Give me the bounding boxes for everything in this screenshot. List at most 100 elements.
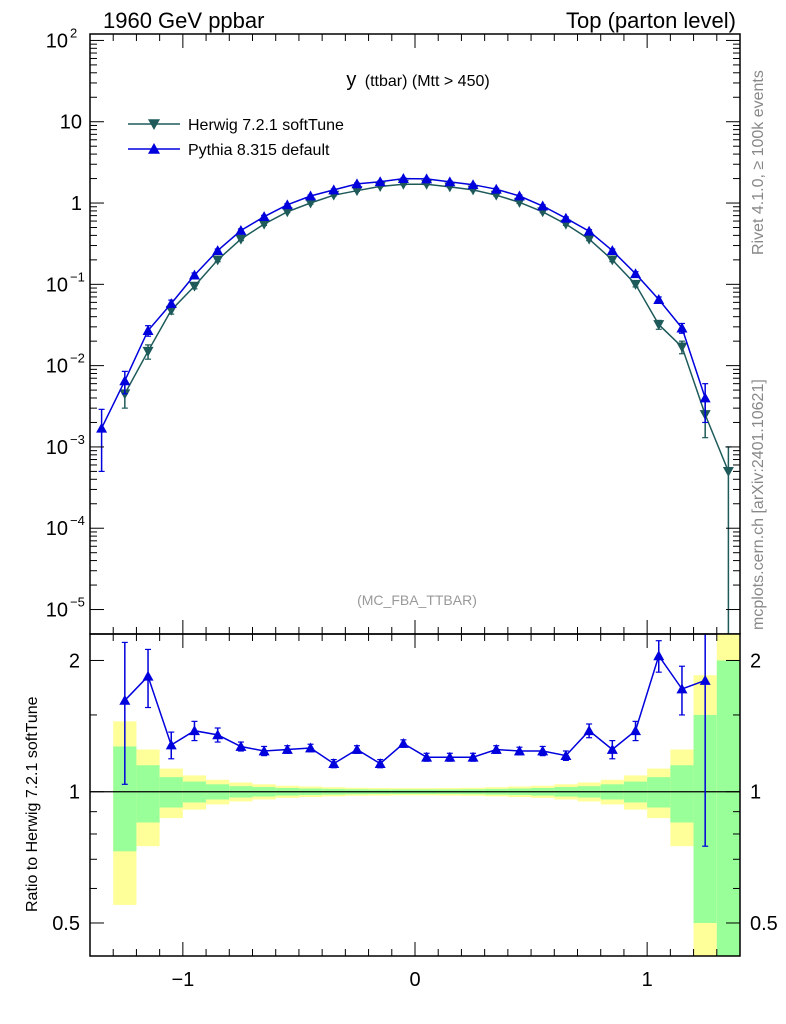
ratio-point <box>305 742 317 753</box>
pythia-point <box>513 190 525 201</box>
ratio-point <box>281 743 293 754</box>
ratio-y-tick-label-right: 1 <box>750 782 761 804</box>
rivet-label: Rivet 4.1.0, ≥ 100k events <box>750 70 767 255</box>
ratio-y-tick-label: 1 <box>69 782 80 804</box>
main-y-tick-label: 10 <box>46 274 68 296</box>
ratio-point <box>490 743 502 754</box>
ratio-y-axis: 0.5 0.5 1 1 2 2 <box>52 650 778 935</box>
herwig-point <box>630 279 642 290</box>
ratio-uncertainty-bands <box>113 634 740 956</box>
band-inner <box>159 777 183 808</box>
pythia-point <box>467 179 479 190</box>
herwig-point <box>235 234 247 245</box>
main-y-tick-exponent: −2 <box>70 351 85 366</box>
pythia-point <box>235 224 247 235</box>
pythia-point <box>630 268 642 279</box>
ratio-point <box>258 745 270 756</box>
ratio-x-tick-label: −1 <box>171 969 194 991</box>
main-y-tick-exponent: −4 <box>70 513 85 528</box>
ratio-series-line <box>124 654 706 765</box>
main-y-tick-label: 10 <box>46 437 68 459</box>
ratio-point <box>235 740 247 751</box>
legend-pythia-label: Pythia 8.315 default <box>188 142 330 159</box>
ratio-point <box>606 743 618 754</box>
pythia-point <box>676 322 688 333</box>
pythia-point <box>374 176 386 187</box>
main-x-axis <box>89 34 741 634</box>
pythia-point <box>397 173 409 183</box>
ratio-point <box>351 743 363 754</box>
pythia-point <box>188 269 200 280</box>
ratio-point <box>119 694 131 705</box>
pythia-point <box>699 392 711 403</box>
ratio-point <box>374 758 386 769</box>
ratio-y-tick-label: 2 <box>69 650 80 672</box>
ratio-point <box>165 739 177 750</box>
plot-title-main: y <box>346 69 356 91</box>
pythia-point <box>537 200 549 211</box>
main-y-tick-exponent: −5 <box>70 595 85 610</box>
herwig-point <box>188 281 200 292</box>
ratio-point <box>142 670 154 681</box>
legend-entry-pythia: Pythia 8.315 default <box>128 142 330 159</box>
herwig-point <box>351 186 363 197</box>
herwig-point <box>212 255 224 266</box>
ratio-data-marks <box>119 633 711 847</box>
pythia-point <box>351 178 363 189</box>
ratio-point <box>328 758 340 769</box>
herwig-point <box>606 255 618 266</box>
ratio-point <box>397 738 409 748</box>
herwig-point <box>722 467 734 477</box>
pythia-point <box>606 245 618 255</box>
ratio-point <box>421 751 433 762</box>
header-left: 1960 GeV ppbar <box>103 8 264 33</box>
ratio-y-tick-label: 0.5 <box>52 913 80 935</box>
main-y-tick-exponent: −3 <box>70 432 85 447</box>
ratio-panel: 0.5 0.5 1 1 2 2 −1 0 1 Ratio to Herwig 7.2.1 so… <box>24 633 778 991</box>
ratio-point <box>537 745 549 756</box>
pythia-point <box>490 183 502 194</box>
pythia-point <box>142 325 154 335</box>
series-line-herwig <box>124 183 730 472</box>
pythia-point <box>96 422 108 433</box>
pythia-point <box>119 375 131 386</box>
ratio-x-tick-label: 0 <box>409 969 420 991</box>
main-y-tick-label: 10 <box>46 518 68 540</box>
pythia-point <box>444 176 456 187</box>
herwig-point <box>258 219 270 230</box>
pythia-point <box>583 225 595 236</box>
legend-entry-herwig: Herwig 7.2.1 softTune <box>128 117 344 134</box>
pythia-point <box>165 298 177 308</box>
legend-pythia-marker-icon <box>148 143 160 154</box>
pythia-point <box>212 245 224 255</box>
pythia-point <box>281 199 293 210</box>
ratio-point <box>212 729 224 740</box>
ratio-point <box>630 725 642 736</box>
herwig-point <box>305 198 317 209</box>
pythia-point <box>258 211 270 222</box>
ratio-y-tick-label-right: 2 <box>750 650 761 672</box>
band-inner <box>670 765 694 823</box>
main-y-tick-exponent: −1 <box>70 269 85 284</box>
main-y-tick-exponent: 2 <box>70 25 77 40</box>
main-y-tick-label: 10 <box>46 356 68 378</box>
pythia-point <box>421 173 433 184</box>
ratio-x-tick-label: 1 <box>642 969 653 991</box>
ratio-point <box>444 751 456 762</box>
ratio-point <box>676 683 688 694</box>
main-y-tick-label: 10 <box>46 30 68 52</box>
pythia-point <box>328 184 340 195</box>
herwig-point <box>281 207 293 218</box>
ratio-point <box>188 725 200 736</box>
legend-herwig-label: Herwig 7.2.1 softTune <box>188 117 344 134</box>
ratio-point <box>467 751 479 762</box>
band-inner <box>647 777 671 808</box>
main-data-marks <box>96 173 734 634</box>
main-y-tick-label: 10 <box>46 600 68 622</box>
herwig-point <box>583 234 595 245</box>
header-right: Top (parton level) <box>566 8 736 33</box>
herwig-point <box>165 305 177 316</box>
plot-title: y (ttbar) (Mtt > 450) <box>346 69 489 91</box>
